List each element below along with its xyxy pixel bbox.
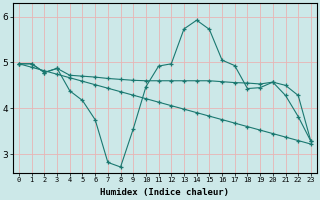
X-axis label: Humidex (Indice chaleur): Humidex (Indice chaleur) bbox=[100, 188, 229, 197]
